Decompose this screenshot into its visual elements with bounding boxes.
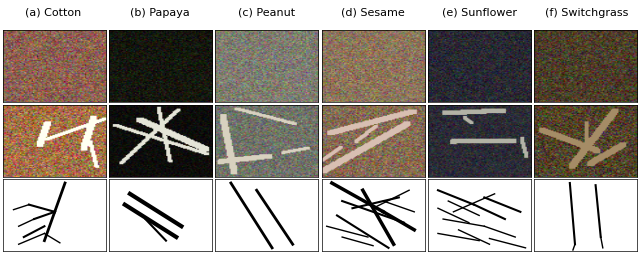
Text: (c) Peanut: (c) Peanut [238, 8, 295, 18]
Text: (a) Cotton: (a) Cotton [25, 8, 81, 18]
Text: (b) Papaya: (b) Papaya [130, 8, 190, 18]
Text: (e) Sunflower: (e) Sunflower [442, 8, 518, 18]
Text: (f) Switchgrass: (f) Switchgrass [545, 8, 628, 18]
Text: (d) Sesame: (d) Sesame [342, 8, 405, 18]
